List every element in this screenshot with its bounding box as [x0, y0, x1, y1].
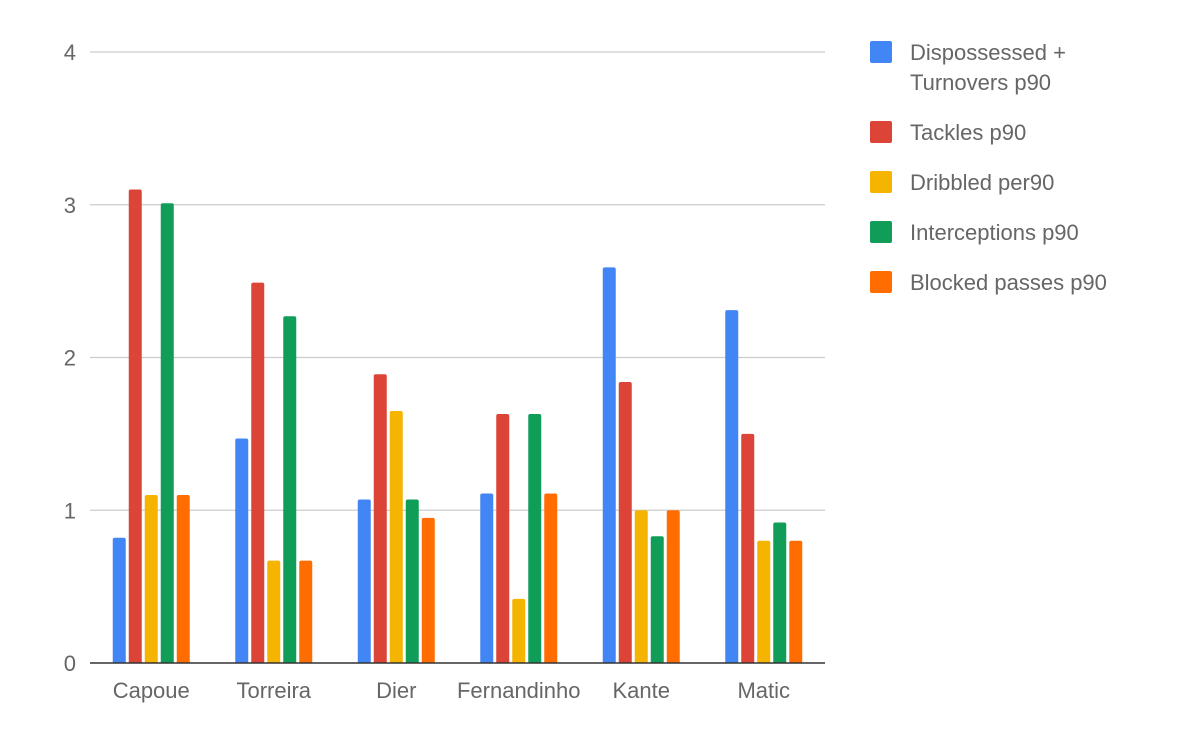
y-tick-label: 4: [64, 40, 76, 65]
bar: [496, 414, 510, 663]
legend-item: Interceptions p90: [870, 220, 1079, 245]
bar: [144, 494, 158, 663]
x-tick-label: Dier: [376, 678, 416, 703]
bar: [112, 537, 126, 663]
bar: [789, 540, 803, 663]
legend-item: Tackles p90: [870, 120, 1026, 145]
x-tick-label: Torreira: [236, 678, 311, 703]
bar: [405, 499, 419, 663]
bar: [528, 414, 542, 663]
legend-swatch: [870, 171, 892, 193]
legend-swatch: [870, 221, 892, 243]
legend-label: Dispossessed +: [910, 40, 1066, 65]
legend-label: Tackles p90: [910, 120, 1026, 145]
bar: [666, 510, 680, 663]
legend-label: Turnovers p90: [910, 70, 1051, 95]
bar: [357, 499, 371, 663]
bar: [602, 267, 616, 663]
gridlines: [90, 51, 825, 511]
y-tick-label: 1: [64, 498, 76, 523]
bars: [112, 189, 803, 663]
x-tick-label: Fernandinho: [457, 678, 581, 703]
legend-item: Blocked passes p90: [870, 270, 1107, 295]
legend-item: Dribbled per90: [870, 170, 1054, 195]
bar: [373, 374, 387, 663]
legend-label: Dribbled per90: [910, 170, 1054, 195]
y-tick-label: 3: [64, 193, 76, 218]
bar: [421, 517, 435, 663]
bar: [650, 536, 664, 663]
legend-label: Interceptions p90: [910, 220, 1079, 245]
legend-swatch: [870, 121, 892, 143]
legend: Dispossessed + Turnovers p90 Tackles p90 Dr…: [870, 40, 1107, 295]
bar: [512, 598, 526, 663]
y-tick-label: 0: [64, 651, 76, 676]
legend-label: Blocked passes p90: [910, 270, 1107, 295]
bar: [725, 310, 739, 663]
x-axis: Capoue Torreira Dier Fernandinho Kante Matic: [90, 662, 825, 703]
bar: [235, 438, 249, 663]
bar: [544, 493, 558, 663]
bar: [283, 316, 297, 663]
bar: [160, 203, 174, 663]
bar: [251, 282, 265, 663]
y-tick-label: 2: [64, 346, 76, 371]
bar: [773, 522, 787, 663]
bar: [634, 510, 648, 663]
legend-swatch: [870, 41, 892, 63]
x-tick-label: Kante: [613, 678, 671, 703]
bar: [176, 494, 190, 663]
bar: [757, 540, 771, 663]
bar: [741, 433, 755, 663]
bar: [480, 493, 494, 663]
legend-swatch: [870, 271, 892, 293]
bar: [128, 189, 142, 663]
bar: [389, 410, 403, 663]
bar: [618, 381, 632, 663]
bar: [299, 560, 313, 663]
y-axis-tick-labels: 0 1 2 3 4: [64, 40, 76, 676]
legend-item: Dispossessed + Turnovers p90: [870, 40, 1066, 95]
x-tick-label: Capoue: [113, 678, 190, 703]
bar: [267, 560, 281, 663]
x-tick-label: Matic: [737, 678, 790, 703]
